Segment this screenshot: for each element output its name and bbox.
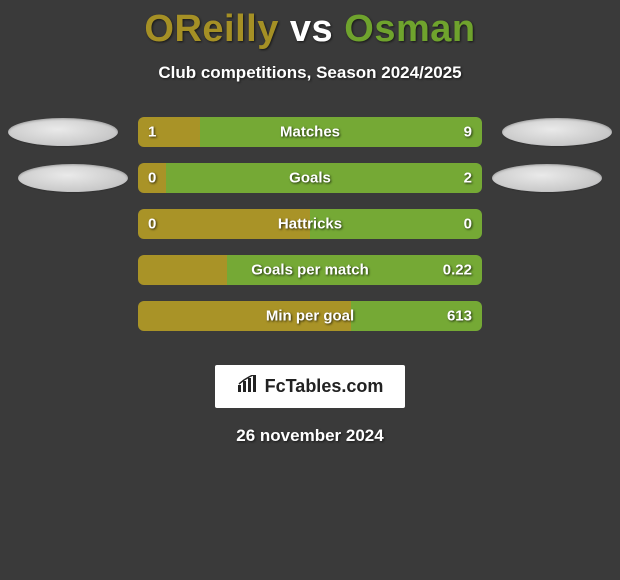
bar-right (166, 163, 482, 193)
stat-row: 613Min per goal (0, 301, 620, 331)
subtitle: Club competitions, Season 2024/2025 (0, 63, 620, 83)
page-title: OReilly vs Osman (0, 8, 620, 51)
player2-name: Osman (344, 8, 475, 50)
player2-token (492, 164, 602, 192)
bar-right (310, 209, 482, 239)
stat-row: 00Hattricks (0, 209, 620, 239)
bar-track: 00Hattricks (138, 209, 482, 239)
vs-word: vs (290, 8, 333, 50)
brand-text: FcTables.com (265, 376, 384, 397)
brand-badge[interactable]: FcTables.com (215, 365, 406, 408)
barchart-icon (237, 375, 259, 398)
player1-token (8, 118, 118, 146)
date-text: 26 november 2024 (0, 426, 620, 446)
bar-left (138, 255, 227, 285)
bar-right (351, 301, 482, 331)
bar-left (138, 163, 166, 193)
comparison-chart: 19Matches 02Goals 00Hattricks 0.22Goals per… (0, 117, 620, 331)
stat-row: 0.22Goals per match (0, 255, 620, 285)
player1-token (18, 164, 128, 192)
stat-row: 19Matches (0, 117, 620, 147)
bar-right (200, 117, 482, 147)
bar-left (138, 117, 200, 147)
bar-track: 02Goals (138, 163, 482, 193)
bar-track: 0.22Goals per match (138, 255, 482, 285)
player2-token (502, 118, 612, 146)
bar-right (227, 255, 482, 285)
player1-name: OReilly (144, 8, 278, 50)
bar-track: 19Matches (138, 117, 482, 147)
bar-left (138, 209, 310, 239)
bar-track: 613Min per goal (138, 301, 482, 331)
stat-row: 02Goals (0, 163, 620, 193)
comparison-widget: OReilly vs Osman Club competitions, Seas… (0, 0, 620, 446)
bar-left (138, 301, 351, 331)
